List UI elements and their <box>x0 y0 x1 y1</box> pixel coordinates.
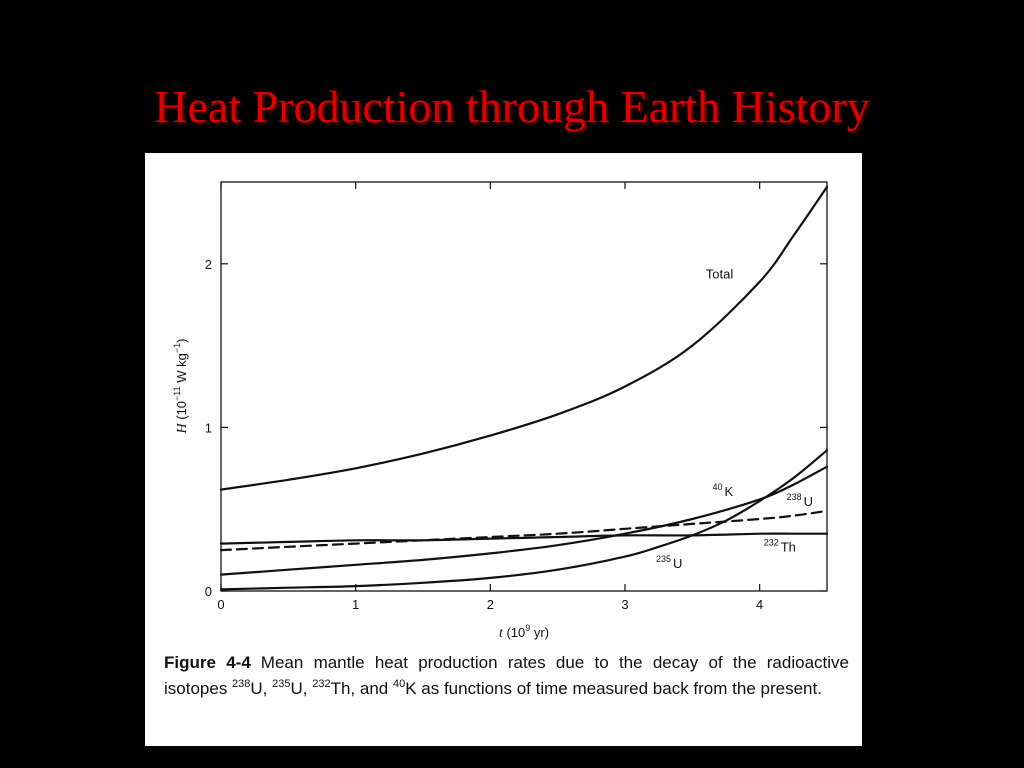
x-tick-label: 3 <box>621 597 628 612</box>
y-axis-unit-base: (10 <box>174 401 189 423</box>
plot-frame <box>220 181 828 592</box>
y-tick-label: 0 <box>205 584 212 599</box>
series-label-mass: 40 <box>713 482 723 492</box>
series-line-238u <box>219 509 829 552</box>
y-axis-unit-exp1: −11 <box>172 386 182 401</box>
y-axis-unit-exp2: −1 <box>172 343 182 353</box>
series-label-symbol: U <box>673 556 682 571</box>
y-axis-unit-mid: W kg <box>174 353 189 386</box>
series-label-symbol: Th <box>781 540 796 555</box>
slide-title: Heat Production through Earth History <box>154 81 870 132</box>
y-axis-var: H <box>175 422 190 434</box>
caption-iso2-mass: 235 <box>272 678 291 690</box>
x-tick-label: 2 <box>487 597 494 612</box>
series-label-232th: 232 Th <box>764 538 796 555</box>
series-label-symbol: Total <box>706 267 734 282</box>
x-axis-unit-tail: yr) <box>530 625 549 640</box>
y-axis-unit-tail: ) <box>174 339 189 343</box>
series-line-235u <box>219 449 829 591</box>
x-tick-label: 4 <box>756 597 763 612</box>
y-axis-label: H (10−11 W kg−1) <box>172 339 190 435</box>
x-axis-unit-base: (10 <box>503 625 525 640</box>
y-tick-label: 1 <box>205 420 212 435</box>
series-lines <box>219 185 829 591</box>
series-label-235u: 235 U <box>656 554 682 571</box>
caption-figure-label: Figure 4-4 <box>164 653 251 672</box>
series-label-mass: 235 <box>656 554 671 564</box>
x-axis-unit-exp: 9 <box>525 623 530 633</box>
caption-text-2: as functions of time measured back from … <box>416 679 822 698</box>
series-label-mass: 238 <box>787 492 802 502</box>
series-line-total <box>219 185 829 491</box>
x-tick-label: 0 <box>217 597 224 612</box>
caption-iso4-mass: 40 <box>392 678 406 690</box>
figure-caption: Figure 4-4 Mean mantle heat production ra… <box>164 650 849 702</box>
caption-iso1-sym: U, <box>250 679 273 698</box>
series-line-232th <box>219 532 829 545</box>
caption-iso4-sym: K <box>405 679 417 698</box>
caption-text-1: Mean mantle heat production rates due to… <box>164 653 849 698</box>
caption-iso3-sym: Th, and <box>330 679 393 698</box>
series-label-mass: 232 <box>764 538 779 548</box>
series-label-symbol: K <box>725 484 734 499</box>
x-axis-var: t <box>499 626 504 641</box>
x-tick-label: 1 <box>352 597 359 612</box>
caption-iso3-mass: 232 <box>312 678 331 690</box>
x-axis-label: t (109 yr) <box>499 623 549 641</box>
series-label-symbol: U <box>804 494 813 509</box>
caption-iso1-mass: 238 <box>232 678 251 690</box>
series-label-total: Total <box>706 267 734 282</box>
y-tick-label: 2 <box>205 257 212 272</box>
caption-iso2-sym: U, <box>290 679 313 698</box>
series-label-238u: 238 U <box>787 492 813 509</box>
series-label-40k: 40 K <box>713 482 734 499</box>
